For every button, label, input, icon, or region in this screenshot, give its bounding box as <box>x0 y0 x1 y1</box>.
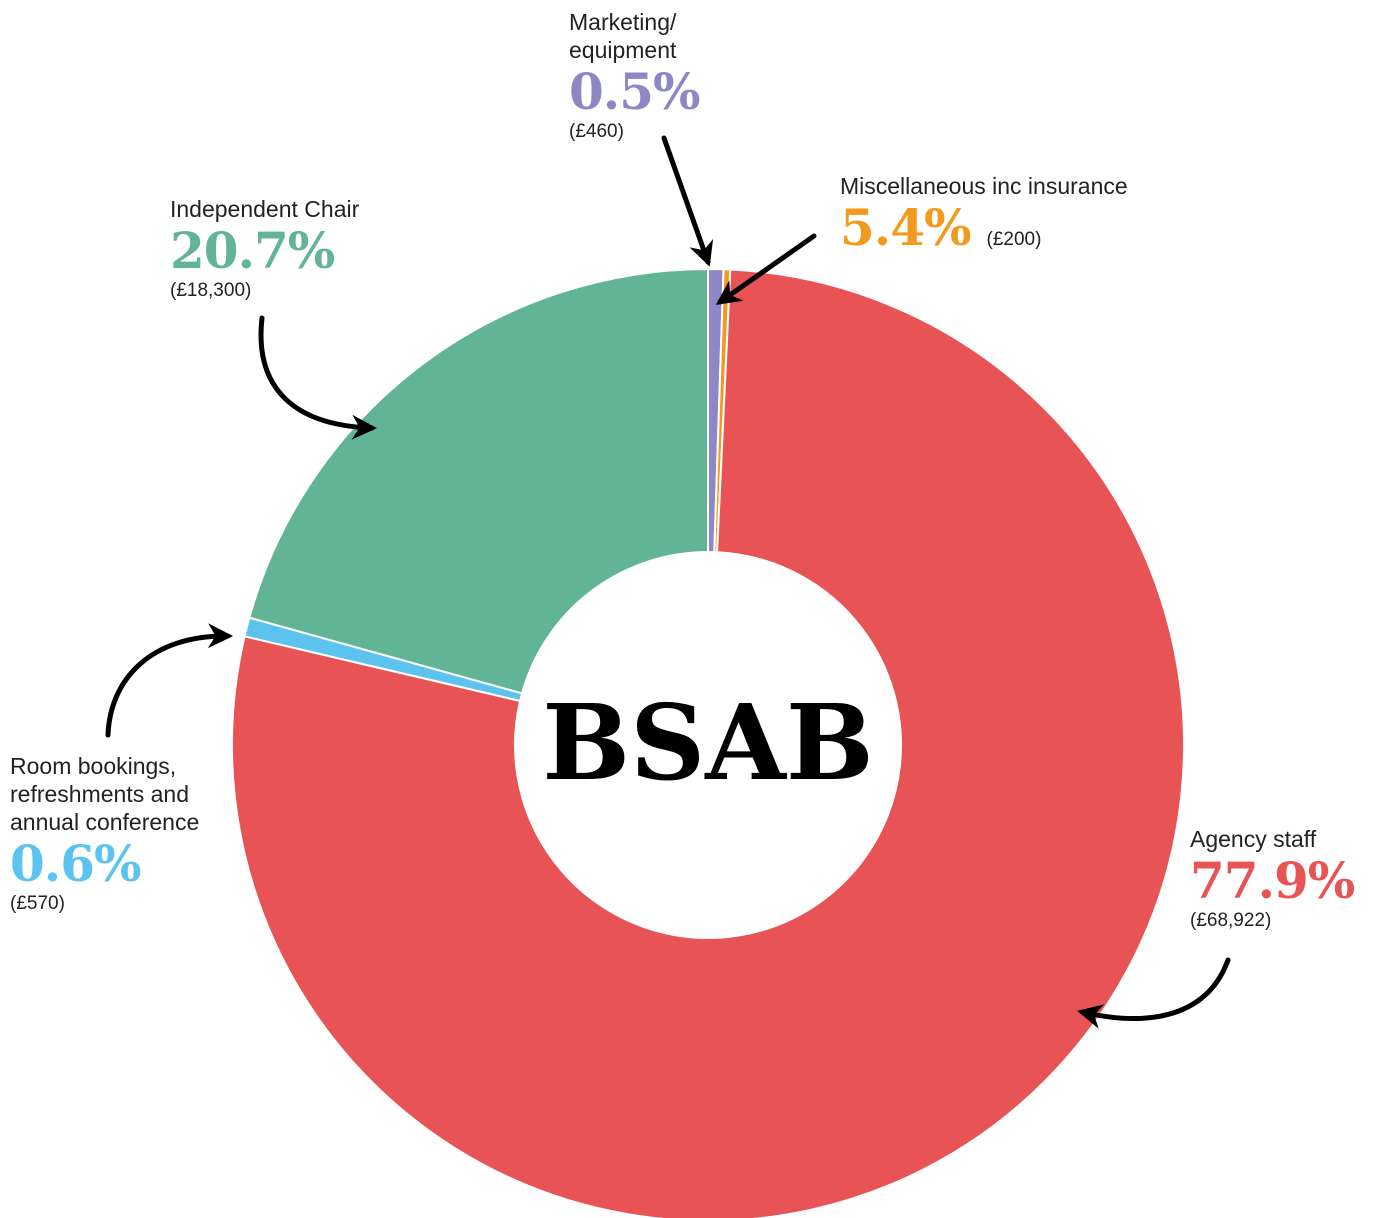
value-row: 20.7% (£18,300) <box>170 223 430 303</box>
value-label: (£18,300) <box>170 280 252 301</box>
category-label: Miscellaneous inc insurance <box>840 173 1128 199</box>
percent-label: 20.7% <box>170 221 335 280</box>
percent-label: 0.6% <box>10 834 142 893</box>
arrow <box>715 233 817 305</box>
center-label: BSAB <box>542 681 874 804</box>
value-label: (£570) <box>10 893 65 914</box>
arrow <box>1077 957 1231 1029</box>
label-group: Room bookings, refreshments and annual c… <box>10 752 235 916</box>
slice <box>231 268 1185 1218</box>
label-group: Miscellaneous inc insurance 5.4% (£200) <box>840 172 1240 256</box>
value-label: (£68,922) <box>1190 910 1272 931</box>
percent-label: 0.5% <box>569 62 701 121</box>
category-label: Marketing/ equipment <box>569 9 677 63</box>
value-row: 77.9% (£68,922) <box>1190 853 1380 933</box>
label-group: Independent Chair 20.7% (£18,300) <box>170 195 430 303</box>
value-row: 5.4% (£200) <box>840 200 1240 256</box>
arrow <box>661 135 714 267</box>
label-group: Marketing/ equipment 0.5% (£460) <box>569 8 709 144</box>
category-label: Room bookings, refreshments and annual c… <box>10 753 200 835</box>
slices <box>231 267 1185 1218</box>
arrow <box>105 623 233 738</box>
label-group: Agency staff 77.9% (£68,922) <box>1190 825 1380 933</box>
percent-label: 5.4% <box>840 198 971 257</box>
value-label: (£200) <box>986 229 1042 250</box>
arrow <box>258 315 377 440</box>
arrows <box>105 135 1231 1029</box>
category-label: Agency staff <box>1190 826 1317 852</box>
category-label: Independent Chair <box>170 196 360 222</box>
value-row: 0.6% (£570) <box>10 836 235 916</box>
value-row: 0.5% (£460) <box>569 64 709 144</box>
slice <box>248 267 709 695</box>
percent-label: 77.9% <box>1190 851 1355 910</box>
value-label: (£460) <box>569 121 624 142</box>
